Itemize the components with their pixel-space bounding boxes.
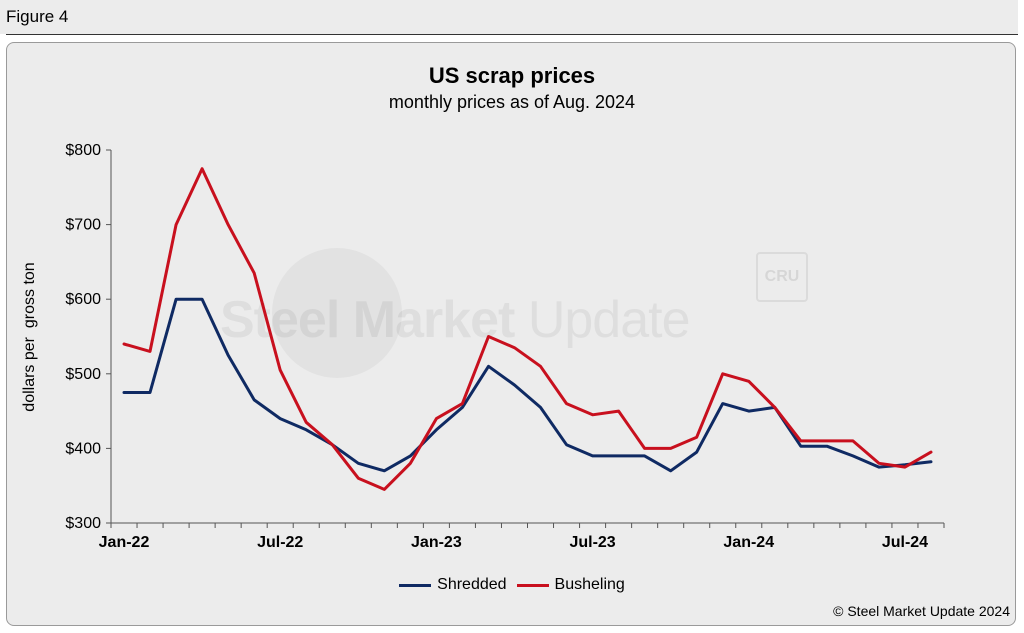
series-line-busheling	[122, 167, 933, 491]
y-tick-label: $700	[65, 217, 101, 234]
y-tick-label: $400	[65, 440, 101, 457]
cru-logo: CRU	[756, 252, 808, 302]
x-tick-label: Jul-23	[569, 534, 615, 551]
x-tick-label: Jul-22	[257, 534, 303, 551]
x-tick-label: Jan-24	[723, 534, 774, 551]
legend-label-busheling: Busheling	[554, 576, 625, 593]
y-tick-label: $600	[65, 291, 101, 308]
header-divider	[6, 34, 1018, 35]
legend-swatch-shredded	[399, 583, 432, 587]
legend-item-busheling: Busheling	[516, 576, 625, 594]
watermark-logo-circle	[272, 248, 402, 378]
figure-header: Figure 4	[0, 0, 1018, 34]
x-tick-label: Jul-24	[882, 534, 928, 551]
legend-swatch-busheling	[516, 583, 549, 587]
chart-title: US scrap prices	[428, 63, 596, 88]
chart-subtitle: monthly prices as of Aug. 2024	[388, 92, 636, 112]
x-tick-label: Jan-23	[411, 534, 462, 551]
watermark-bold: Steel Market	[220, 291, 515, 349]
y-tick-label: $800	[65, 142, 101, 159]
x-tick-label: Jan-22	[99, 534, 150, 551]
watermark: Steel Market Update	[220, 290, 691, 350]
series-line-shredded	[122, 297, 933, 473]
chart-panel	[6, 42, 1016, 626]
legend-label-shredded: Shredded	[437, 576, 507, 593]
y-tick-label: $300	[65, 515, 101, 532]
watermark-light: Update	[514, 291, 691, 349]
copyright: © Steel Market Update 2024	[833, 603, 1010, 619]
figure-label: Figure 4	[6, 7, 69, 26]
legend: Shredded Busheling	[0, 576, 1024, 594]
legend-item-shredded: Shredded	[399, 576, 507, 594]
y-tick-label: $500	[65, 366, 101, 383]
